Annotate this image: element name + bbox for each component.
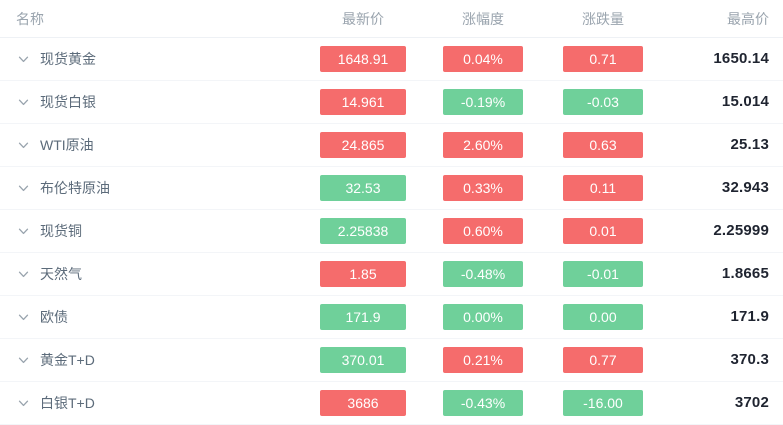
high-price-value: 32.943 bbox=[721, 179, 769, 196]
instrument-name: 布伦特原油 bbox=[40, 180, 110, 196]
latest-price-badge: 370.01 bbox=[320, 347, 406, 373]
table-row-1[interactable]: 现货黄金 1648.91 0.04% 0.71 1650.14 bbox=[0, 38, 783, 81]
change-percent-badge: 0.04% bbox=[443, 46, 523, 72]
latest-price-badge: 171.9 bbox=[320, 304, 406, 330]
high-price-value: 1650.14 bbox=[713, 50, 769, 67]
high-price-value: 3702 bbox=[734, 394, 769, 411]
change-percent-badge: 0.33% bbox=[443, 175, 523, 201]
instrument-name: 现货铜 bbox=[40, 223, 82, 239]
change-percent-badge: -0.19% bbox=[443, 89, 523, 115]
instrument-name: 欧债 bbox=[40, 309, 68, 325]
chevron-down-icon[interactable] bbox=[16, 310, 30, 324]
table-header-row: 名称 最新价 涨幅度 涨跌量 最高价 bbox=[0, 0, 783, 38]
change-amount-badge: 0.00 bbox=[563, 304, 643, 330]
instrument-name: 天然气 bbox=[40, 266, 82, 282]
change-amount-badge: 0.01 bbox=[563, 218, 643, 244]
chevron-down-icon[interactable] bbox=[16, 181, 30, 195]
chevron-down-icon[interactable] bbox=[16, 267, 30, 281]
chevron-down-icon[interactable] bbox=[16, 224, 30, 238]
table-row-7[interactable]: 欧债 171.9 0.00% 0.00 171.9 bbox=[0, 296, 783, 339]
chevron-down-icon[interactable] bbox=[16, 396, 30, 410]
latest-price-badge: 3686 bbox=[320, 390, 406, 416]
change-amount-badge: -0.01 bbox=[563, 261, 643, 287]
instrument-name: 黄金T+D bbox=[40, 352, 95, 368]
instrument-name: 现货白银 bbox=[40, 94, 96, 110]
table-row-5[interactable]: 现货铜 2.25838 0.60% 0.01 2.25999 bbox=[0, 210, 783, 253]
instrument-name: 白银T+D bbox=[40, 395, 95, 411]
change-percent-badge: -0.48% bbox=[443, 261, 523, 287]
table-row-2[interactable]: 现货白银 14.961 -0.19% -0.03 15.014 bbox=[0, 81, 783, 124]
column-header-latest-price: 最新价 bbox=[342, 10, 384, 27]
column-header-high-price: 最高价 bbox=[727, 10, 769, 27]
change-amount-badge: 0.77 bbox=[563, 347, 643, 373]
table-row-3[interactable]: WTI原油 24.865 2.60% 0.63 25.13 bbox=[0, 124, 783, 167]
chevron-down-icon[interactable] bbox=[16, 353, 30, 367]
instrument-name: WTI原油 bbox=[40, 137, 94, 153]
change-percent-badge: -0.43% bbox=[443, 390, 523, 416]
change-percent-badge: 0.00% bbox=[443, 304, 523, 330]
column-header-change-amount: 涨跌量 bbox=[582, 10, 624, 27]
column-header-change-percent: 涨幅度 bbox=[462, 10, 504, 27]
column-header-name: 名称 bbox=[16, 10, 44, 27]
high-price-value: 25.13 bbox=[730, 136, 769, 153]
high-price-value: 370.3 bbox=[730, 351, 769, 368]
chevron-down-icon[interactable] bbox=[16, 138, 30, 152]
change-amount-badge: 0.71 bbox=[563, 46, 643, 72]
high-price-value: 15.014 bbox=[721, 93, 769, 110]
chevron-down-icon[interactable] bbox=[16, 52, 30, 66]
latest-price-badge: 24.865 bbox=[320, 132, 406, 158]
latest-price-badge: 14.961 bbox=[320, 89, 406, 115]
latest-price-badge: 2.25838 bbox=[320, 218, 406, 244]
latest-price-badge: 1.85 bbox=[320, 261, 406, 287]
latest-price-badge: 32.53 bbox=[320, 175, 406, 201]
change-amount-badge: -0.03 bbox=[563, 89, 643, 115]
change-amount-badge: 0.63 bbox=[563, 132, 643, 158]
chevron-down-icon[interactable] bbox=[16, 95, 30, 109]
high-price-value: 171.9 bbox=[730, 308, 769, 325]
table-row-9[interactable]: 白银T+D 3686 -0.43% -16.00 3702 bbox=[0, 382, 783, 425]
change-percent-badge: 2.60% bbox=[443, 132, 523, 158]
change-percent-badge: 0.21% bbox=[443, 347, 523, 373]
table-row-8[interactable]: 黄金T+D 370.01 0.21% 0.77 370.3 bbox=[0, 339, 783, 382]
high-price-value: 1.8665 bbox=[721, 265, 769, 282]
high-price-value: 2.25999 bbox=[713, 222, 769, 239]
change-amount-badge: 0.11 bbox=[563, 175, 643, 201]
latest-price-badge: 1648.91 bbox=[320, 46, 406, 72]
table-row-6[interactable]: 天然气 1.85 -0.48% -0.01 1.8665 bbox=[0, 253, 783, 296]
table-row-4[interactable]: 布伦特原油 32.53 0.33% 0.11 32.943 bbox=[0, 167, 783, 210]
instrument-name: 现货黄金 bbox=[40, 51, 96, 67]
change-amount-badge: -16.00 bbox=[563, 390, 643, 416]
table-body: 现货黄金 1648.91 0.04% 0.71 1650.14 现货白银 14.… bbox=[0, 38, 783, 425]
change-percent-badge: 0.60% bbox=[443, 218, 523, 244]
